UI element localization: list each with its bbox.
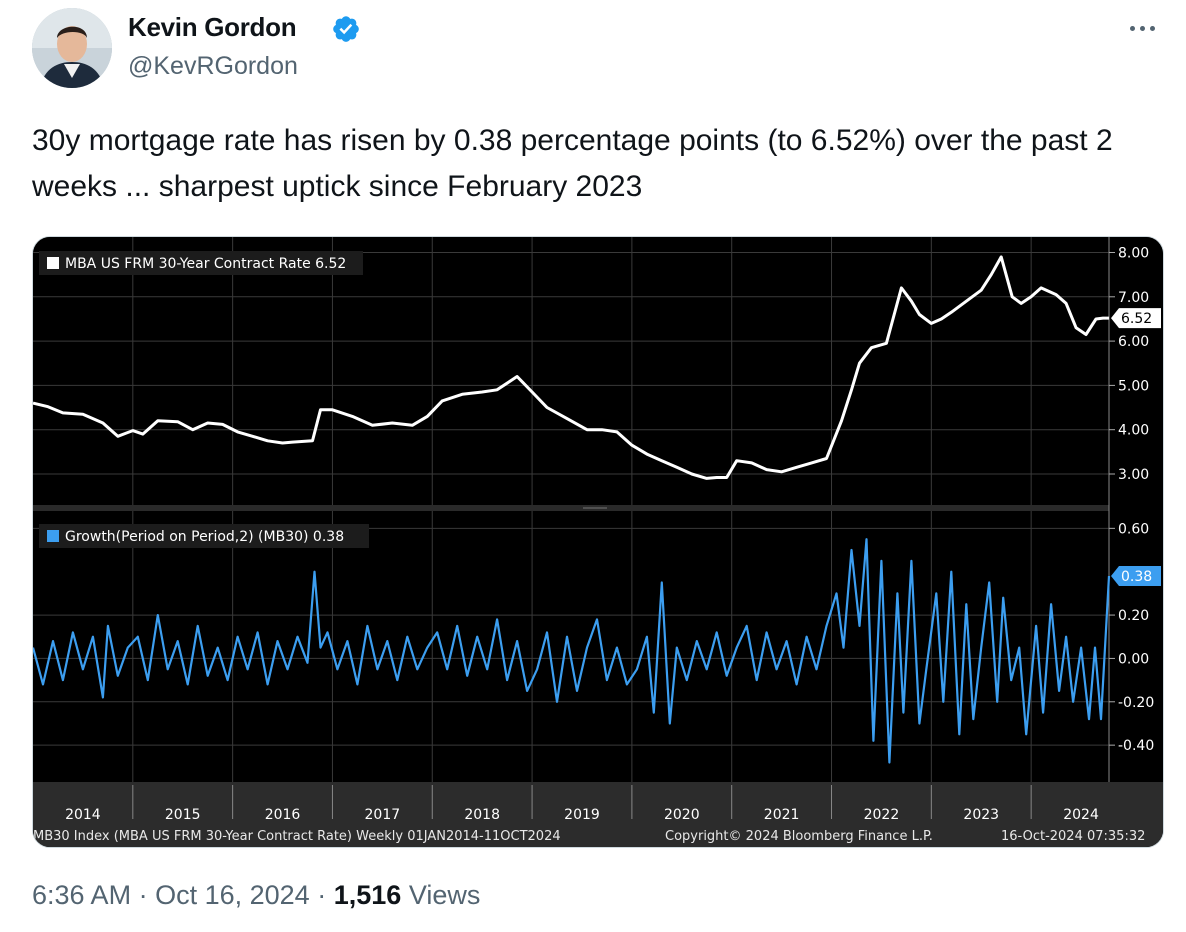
y-tick-label: -0.20 (1118, 695, 1154, 711)
views-count: 1,516 (333, 880, 402, 910)
growth-legend-box (39, 524, 369, 548)
views-label: Views (408, 880, 481, 910)
y-tick-label: 0.60 (1118, 521, 1149, 537)
y-tick-label: 8.00 (1118, 246, 1149, 262)
rate-last-value-label: 6.52 (1121, 311, 1152, 327)
growth-series-line (33, 538, 1111, 764)
x-axis-band (33, 782, 1163, 847)
chart-footer-center: Copyright© 2024 Bloomberg Finance L.P. (665, 829, 933, 844)
rate-legend-swatch (47, 257, 59, 269)
tweet-date: Oct 16, 2024 (155, 880, 310, 910)
y-tick-label: -0.40 (1118, 738, 1154, 754)
y-tick-label: 0.00 (1118, 651, 1149, 667)
chart-footer-right: 16-Oct-2024 07:35:32 (1001, 829, 1145, 844)
growth-last-value-label: 0.38 (1121, 569, 1152, 585)
x-tick-label: 2014 (65, 807, 101, 823)
tweet-meta: 6:36 AM · Oct 16, 2024 · 1,516 Views (32, 880, 480, 911)
rate-last-value-tag: 6.52 (1111, 308, 1161, 329)
y-tick-label: 6.00 (1118, 334, 1149, 350)
verified-badge-icon (333, 16, 359, 42)
rate-series-line (33, 255, 1109, 480)
x-tick-label: 2017 (365, 807, 401, 823)
rate-legend-text: MBA US FRM 30-Year Contract Rate 6.52 (65, 256, 346, 272)
growth-legend-text: Growth(Period on Period,2) (MB30) 0.38 (65, 529, 344, 545)
y-tick-label: 7.00 (1118, 290, 1149, 306)
x-tick-label: 2016 (265, 807, 301, 823)
x-tick-label: 2022 (864, 807, 900, 823)
growth-legend-swatch (47, 530, 59, 542)
y-tick-label: 0.20 (1118, 608, 1149, 624)
x-tick-label: 2019 (564, 807, 600, 823)
x-tick-label: 2015 (165, 807, 201, 823)
x-tick-label: 2023 (963, 807, 999, 823)
author-name[interactable]: Kevin Gordon (128, 12, 297, 42)
y-tick-label: 3.00 (1118, 467, 1149, 483)
meta-separator: · (317, 880, 327, 910)
tweet-text: 30y mortgage rate has risen by 0.38 perc… (32, 124, 1113, 203)
x-tick-label: 2021 (764, 807, 800, 823)
growth-last-value-tag: 0.38 (1111, 566, 1161, 587)
chart-footer-left: MB30 Index (MBA US FRM 30-Year Contract … (33, 829, 561, 844)
rate-legend-box (39, 251, 363, 275)
y-tick-label: 4.00 (1118, 423, 1149, 439)
tweet-time: 6:36 AM (32, 880, 132, 910)
bloomberg-chart: 8.00 7.00 6.00 5.00 4.00 3.00 0.60 0.20 0.00 -0.… (33, 237, 1163, 847)
author-handle[interactable]: @KevRGordon (128, 52, 298, 80)
more-options-icon[interactable] (1126, 14, 1160, 42)
avatar[interactable] (32, 8, 112, 88)
tweet-timestamp-link[interactable]: 6:36 AM · Oct 16, 2024 (32, 880, 310, 910)
avatar-image (32, 8, 112, 88)
chart-image[interactable]: 8.00 7.00 6.00 5.00 4.00 3.00 0.60 0.20 0.00 -0.… (32, 236, 1164, 848)
y-tick-label: 5.00 (1118, 378, 1149, 394)
x-tick-label: 2024 (1063, 807, 1099, 823)
x-tick-label: 2018 (464, 807, 500, 823)
x-tick-label: 2020 (664, 807, 700, 823)
